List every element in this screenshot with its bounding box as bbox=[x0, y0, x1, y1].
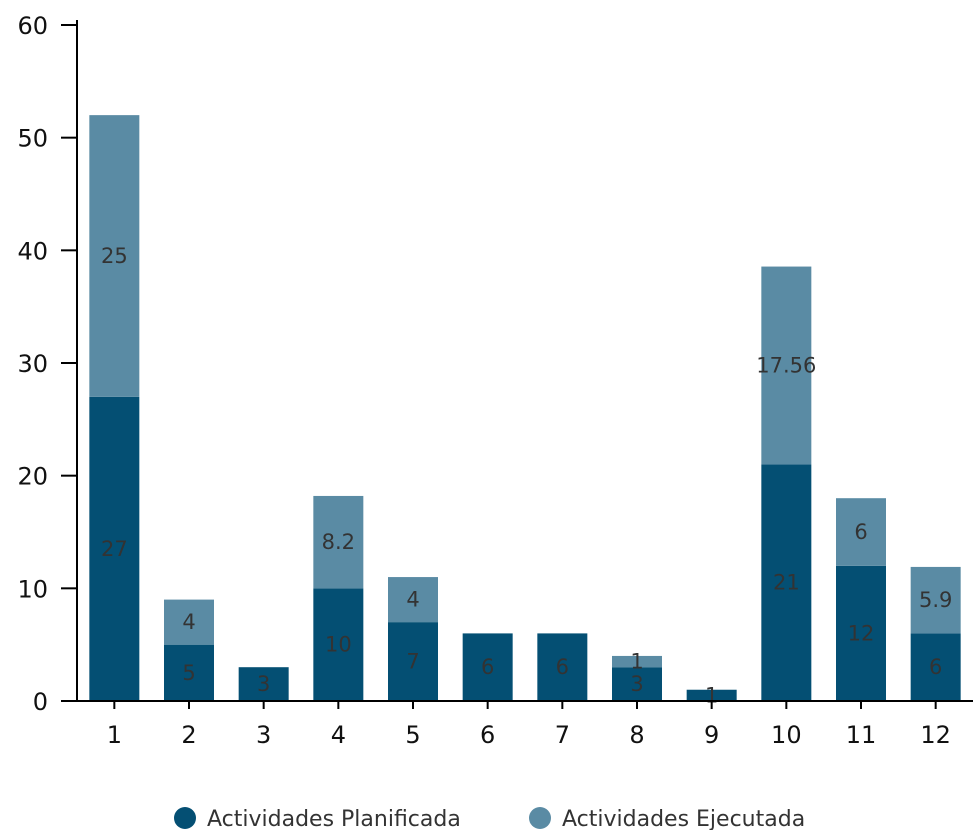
bar-series1-cat-3 bbox=[238, 667, 289, 701]
bar-series2-cat-11 bbox=[836, 498, 886, 566]
data-label-series1-cat-3: 3 bbox=[257, 672, 270, 696]
data-label-series1-cat-8: 3 bbox=[630, 672, 643, 696]
bar-series2-cat-12 bbox=[910, 566, 961, 634]
y-tick-label: 50 bbox=[17, 125, 48, 153]
data-label-series1-cat-2: 5 bbox=[182, 661, 195, 685]
data-label-series2-cat-8: 1 bbox=[630, 650, 643, 674]
legend-marker-series2 bbox=[529, 807, 551, 829]
data-label-series1-cat-5: 7 bbox=[406, 650, 419, 674]
bar-series1-cat-2 bbox=[164, 644, 214, 701]
data-label-series2-cat-2: 4 bbox=[182, 610, 195, 634]
data-label-series2-cat-11: 6 bbox=[854, 520, 867, 544]
x-tick-label: 5 bbox=[405, 721, 420, 749]
x-tick-label: 4 bbox=[331, 721, 346, 749]
data-label-series2-cat-12: 5.9 bbox=[919, 588, 952, 612]
y-tick-label: 40 bbox=[17, 237, 48, 265]
x-tick-label: 12 bbox=[920, 721, 951, 749]
bar-series1-cat-10 bbox=[761, 464, 812, 701]
legend-label-series1: Actividades Planificada bbox=[207, 807, 461, 830]
data-label-series1-cat-7: 6 bbox=[556, 655, 569, 679]
bars-layer bbox=[89, 115, 961, 701]
y-tick-label: 30 bbox=[17, 350, 48, 378]
bar-series1-cat-5 bbox=[388, 622, 438, 701]
x-tick-label: 8 bbox=[629, 721, 644, 749]
x-tick-label: 10 bbox=[771, 721, 802, 749]
bar-series2-cat-8 bbox=[612, 655, 662, 668]
bar-series1-cat-1 bbox=[89, 396, 140, 701]
bar-series2-cat-4 bbox=[313, 495, 364, 589]
y-tick-label: 0 bbox=[33, 688, 48, 716]
y-tick-label: 10 bbox=[17, 575, 48, 603]
bar-series2-cat-10 bbox=[761, 266, 812, 465]
bar-series2-cat-1 bbox=[89, 115, 140, 397]
data-label-series2-cat-5: 4 bbox=[406, 588, 419, 612]
bar-series1-cat-8 bbox=[612, 667, 662, 701]
x-tick-label: 3 bbox=[256, 721, 271, 749]
bar-series1-cat-9 bbox=[686, 689, 737, 701]
x-tick-label: 6 bbox=[480, 721, 495, 749]
x-tick-label: 7 bbox=[555, 721, 570, 749]
legend-label-series2: Actividades Ejecutada bbox=[562, 807, 805, 830]
x-tick-label: 11 bbox=[846, 721, 877, 749]
legend-marker-series1 bbox=[174, 807, 196, 829]
bar-series1-cat-11 bbox=[836, 565, 886, 701]
legend: Actividades Planificada Actividades Ejecu… bbox=[174, 807, 805, 830]
y-tick-label: 60 bbox=[17, 12, 48, 40]
x-tick-label: 2 bbox=[181, 721, 196, 749]
x-tick-label: 9 bbox=[704, 721, 719, 749]
data-label-series1-cat-11: 12 bbox=[848, 621, 875, 645]
data-label-series2-cat-4: 8.2 bbox=[322, 530, 355, 554]
data-label-series2-cat-1: 25 bbox=[101, 244, 128, 268]
bar-series2-cat-2 bbox=[164, 599, 214, 645]
bar-series1-cat-7 bbox=[537, 633, 588, 701]
bar-series1-cat-6 bbox=[462, 633, 513, 701]
data-label-series1-cat-4: 10 bbox=[325, 633, 352, 657]
bar-series1-cat-4 bbox=[313, 588, 364, 701]
data-label-series2-cat-10: 17.56 bbox=[756, 353, 816, 377]
bar-series1-cat-12 bbox=[910, 633, 961, 701]
data-label-series1-cat-1: 27 bbox=[101, 537, 128, 561]
y-tick-label: 20 bbox=[17, 463, 48, 491]
data-label-series1-cat-10: 21 bbox=[773, 571, 800, 595]
data-label-series1-cat-12: 6 bbox=[929, 655, 942, 679]
bar-series2-cat-5 bbox=[388, 577, 438, 623]
x-tick-label: 1 bbox=[107, 721, 122, 749]
data-label-series1-cat-6: 6 bbox=[481, 655, 494, 679]
